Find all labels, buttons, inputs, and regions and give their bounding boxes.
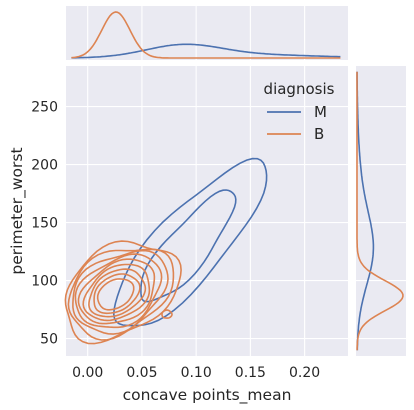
contour-b-satellite xyxy=(161,309,173,319)
y-tick-label: 50 xyxy=(40,332,58,348)
y-tick-label: 100 xyxy=(31,274,58,290)
x-axis-label: concave points_mean xyxy=(123,386,292,405)
legend-label-b: B xyxy=(314,125,324,143)
y-axis-label: perimeter_worst xyxy=(8,147,27,274)
marginal-x-panel xyxy=(66,6,348,60)
marginal-x-curve-B xyxy=(71,11,341,59)
marginal-y-curve-M xyxy=(356,71,375,351)
y-tick-label: 250 xyxy=(31,100,58,116)
contour-m-outer xyxy=(112,157,268,327)
contour-b-level-5 xyxy=(82,263,151,322)
joint-plot-panel xyxy=(66,66,348,356)
contour-b-level-3 xyxy=(74,253,163,329)
legend-title: diagnosis xyxy=(264,80,335,98)
x-tick-label: 0.15 xyxy=(235,365,266,381)
contour-m-inner xyxy=(140,189,237,303)
x-tick-label: 0.10 xyxy=(181,365,212,381)
kde-contours xyxy=(64,157,268,345)
marginal-density-curves xyxy=(71,11,404,351)
x-tick-label: 0.20 xyxy=(289,365,320,381)
marginal-x-curve-M xyxy=(71,43,341,59)
contour-b-level-1 xyxy=(67,248,175,341)
contour-b-level-7 xyxy=(93,273,141,315)
x-tick-label: 0.00 xyxy=(72,365,103,381)
marginal-y-panel xyxy=(356,66,406,356)
y-tick-label: 150 xyxy=(31,216,58,232)
contour-b-level-6 xyxy=(88,268,147,318)
y-tick-label: 200 xyxy=(31,158,58,174)
legend: diagnosis M B xyxy=(264,80,335,143)
marginal-y-curve-B xyxy=(356,71,404,351)
contour-b-level-2 xyxy=(72,249,169,335)
contour-b-level-8 xyxy=(96,278,135,311)
tick-labels: 0.00 0.05 0.10 0.15 0.20 50 100 150 200 250 xyxy=(31,100,320,381)
contour-b-level-4 xyxy=(77,258,156,325)
legend-label-m: M xyxy=(314,103,327,121)
contour-b-level-0 xyxy=(64,240,182,345)
x-tick-label: 0.05 xyxy=(126,365,157,381)
